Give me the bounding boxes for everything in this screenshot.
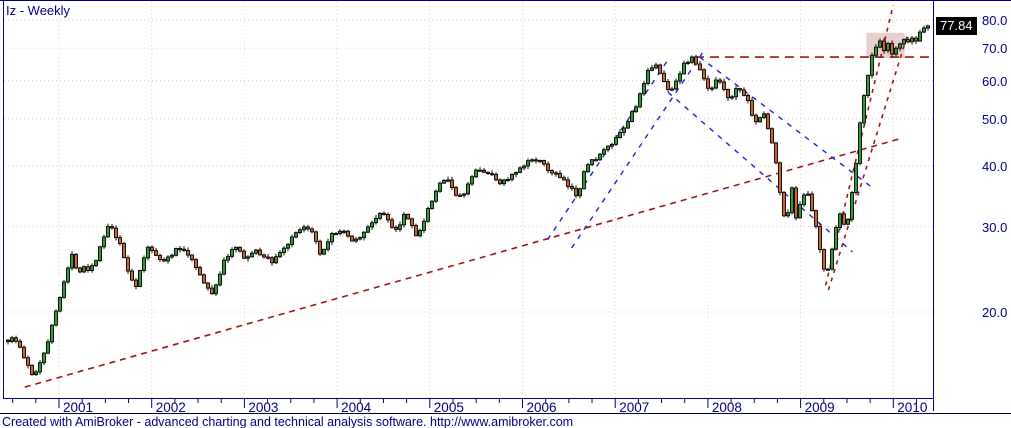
year-label: 2010 [897,400,928,415]
price-axis-label: 70.0 [982,41,1008,57]
price-axis-label: 50.0 [982,112,1008,128]
axes-layer [0,0,1011,414]
price-axis-label: 80.0 [982,13,1008,29]
trendline-rising-channel-2 [571,52,703,249]
trendline-falling-channel-1 [699,56,871,187]
trendline-long-support [24,137,903,388]
grid-layer [4,1,933,398]
year-label: 2002 [155,400,186,415]
trendline-falling-channel-2 [667,91,853,253]
year-label: 2008 [711,400,742,415]
year-label: 2009 [804,400,835,415]
year-label: 2006 [526,400,557,415]
year-label: 2001 [63,400,94,415]
year-label: 2005 [433,400,464,415]
trendline-rising-channel-1 [546,56,671,241]
footer-credit: Created with AmiBroker - advanced charti… [2,415,574,428]
candles-layer [6,25,930,376]
year-label: 2007 [619,400,650,415]
price-axis-label: 20.0 [982,304,1008,320]
year-label: 2004 [341,400,372,415]
trendline-recovery-fan-outer [827,32,909,291]
last-price-tag: 77.84 [936,16,977,35]
price-axis-label: 30.0 [982,219,1008,235]
chart-title: Iz - Weekly [6,3,71,18]
year-label: 2003 [248,400,279,415]
price-axis-label: 40.0 [982,159,1008,175]
price-axis-label: 60.0 [982,73,1008,89]
